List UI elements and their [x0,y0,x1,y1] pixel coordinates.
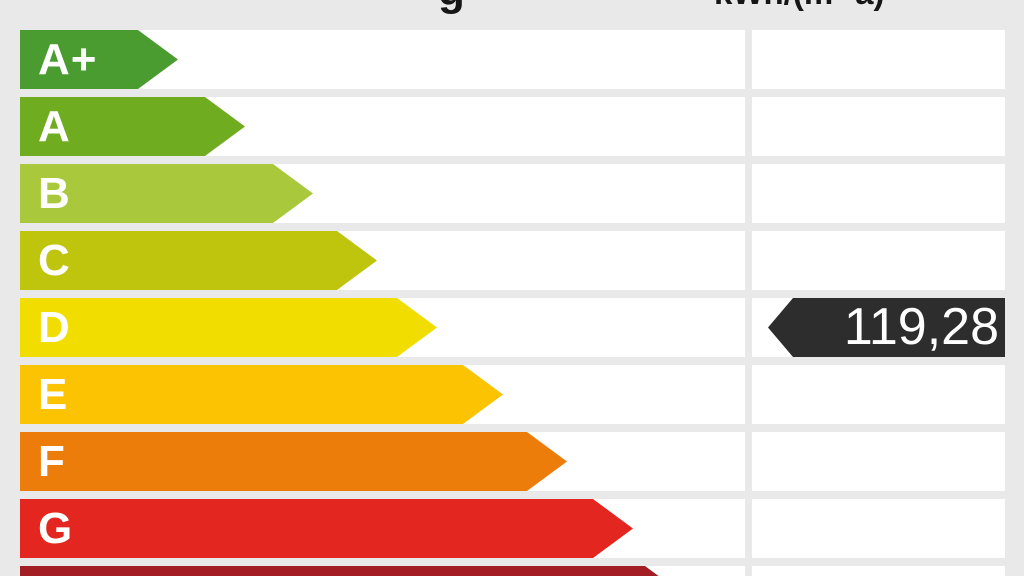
rating-row-e: E [0,365,1024,424]
rating-row-b: B [0,164,1024,223]
value-column-cell [752,30,1005,89]
rating-bar-label: F [38,437,66,486]
chart-title-fragment: g [438,0,465,13]
value-column-cell [752,499,1005,558]
unit-label: kWh/(m²·a) [714,0,884,12]
rating-bar-b: B [20,164,313,223]
rating-bar-label: B [38,169,71,218]
value-column-cell [752,97,1005,156]
value-column-cell [752,365,1005,424]
rating-bar-e: E [20,365,503,424]
value-indicator-badge: 119,28 [768,298,1005,357]
rating-row-g: G [0,499,1024,558]
rating-row-d: D 119,28 [0,298,1024,357]
rating-bar-g: G [20,499,633,558]
value-column-cell [752,566,1005,576]
rating-bar-d: D [20,298,437,357]
rating-bar-label: H [20,566,71,576]
rating-bar-f: F [20,432,567,491]
rating-bar-label: E [38,370,69,419]
rating-bar-c: C [20,231,377,290]
rating-row-a: A [0,97,1024,156]
rating-bar-h: H [20,566,685,576]
value-column-cell [752,231,1005,290]
rating-bar-label: G [38,504,74,553]
rating-row-h: H [0,566,1024,576]
value-column-cell [752,432,1005,491]
rating-bar-label: D [38,303,71,352]
value-column-cell [752,164,1005,223]
rating-row-f: F [0,432,1024,491]
rating-bar-label: C [38,236,71,285]
rating-row-c: C [0,231,1024,290]
rating-bar-a: A [20,97,245,156]
rating-row-a+: A+ [0,30,1024,89]
rating-bar-label: A [38,102,71,151]
indicator-value: 119,28 [843,298,999,356]
rating-bar-label: A+ [38,35,98,84]
